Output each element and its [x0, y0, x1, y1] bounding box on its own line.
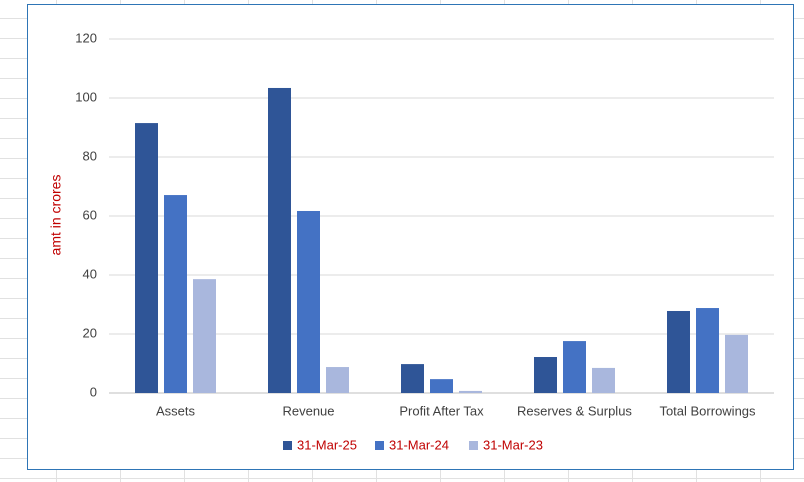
legend-label: 31-Mar-24 [389, 437, 449, 452]
x-tick-label: Revenue [282, 403, 334, 418]
y-tick-label: 40 [83, 266, 97, 281]
bar [430, 379, 453, 393]
y-tick-label: 20 [83, 325, 97, 340]
legend-swatch [283, 441, 292, 450]
y-tick-label: 60 [83, 207, 97, 222]
bar [592, 367, 615, 393]
bar [696, 308, 719, 393]
bar [667, 310, 690, 393]
legend-swatch [375, 441, 384, 450]
legend-swatch [469, 441, 478, 450]
x-tick-label: Profit After Tax [399, 403, 484, 418]
bar [534, 357, 557, 393]
legend-label: 31-Mar-23 [483, 437, 543, 452]
bar [563, 341, 586, 393]
bar [268, 87, 291, 393]
bar [164, 195, 187, 393]
y-tick-label: 100 [75, 89, 97, 104]
legend-label: 31-Mar-25 [297, 437, 357, 452]
bar [135, 123, 158, 393]
y-tick-label: 120 [75, 30, 97, 45]
x-tick-label: Reserves & Surplus [517, 403, 632, 418]
y-tick-label: 80 [83, 148, 97, 163]
y-axis-label: amt in crores [48, 175, 64, 256]
x-tick-label: Total Borrowings [659, 403, 756, 418]
bar [297, 210, 320, 393]
bar [326, 367, 349, 393]
bar [459, 390, 482, 393]
y-tick-label: 0 [90, 384, 97, 399]
bar [401, 364, 424, 393]
bar [193, 279, 216, 393]
x-tick-label: Assets [156, 403, 196, 418]
bar [725, 334, 748, 393]
